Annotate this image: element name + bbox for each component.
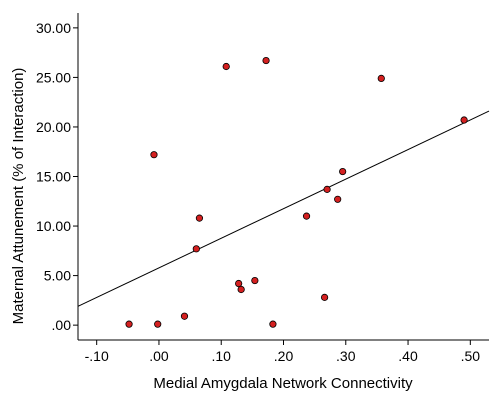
data-point (262, 56, 270, 65)
y-tick-label: 15.00 (36, 169, 71, 185)
data-point (269, 320, 277, 328)
x-tick-label: .10 (211, 348, 231, 364)
y-axis-title: Maternal Attunement (% of Interaction) (10, 68, 27, 325)
x-tick-label: .30 (336, 348, 356, 364)
data-point (154, 320, 162, 328)
data-point (320, 293, 329, 301)
axes (73, 13, 489, 345)
tick-labels: .00 5.00 10.00 15.00 20.00 25.00 30.00 -.10 .00.… (36, 20, 480, 364)
data-point (323, 185, 331, 193)
y-tick-label: 30.00 (36, 20, 71, 36)
data-point (180, 312, 189, 320)
x-axis-title: Medial Amygdala Network Connectivity (153, 375, 413, 392)
data-point (377, 74, 385, 83)
data-point (192, 245, 200, 253)
data-point (237, 285, 245, 294)
data-point (222, 62, 230, 71)
x-tick-label: .40 (398, 348, 418, 364)
x-tick-label: .20 (274, 348, 294, 364)
y-tick-label: 25.00 (36, 69, 71, 85)
data-point (302, 212, 311, 220)
data-point (334, 195, 342, 203)
data-point (125, 320, 133, 328)
y-tick-label: 10.00 (36, 218, 71, 234)
data-point (460, 116, 468, 124)
x-tick-label: .50 (461, 348, 481, 364)
data-point (251, 276, 259, 285)
data-point (150, 151, 158, 159)
data-point (235, 279, 243, 288)
data-point (195, 214, 204, 222)
y-tick-label: .00 (52, 317, 72, 333)
fit-line-group (77, 110, 490, 307)
data-point (339, 167, 347, 176)
x-tick-label: -.10 (85, 348, 109, 364)
x-tick-label: .00 (149, 348, 169, 364)
data-points (125, 56, 468, 328)
y-tick-label: 5.00 (44, 268, 71, 284)
regression-line (77, 110, 490, 307)
y-tick-label: 20.00 (36, 119, 71, 135)
